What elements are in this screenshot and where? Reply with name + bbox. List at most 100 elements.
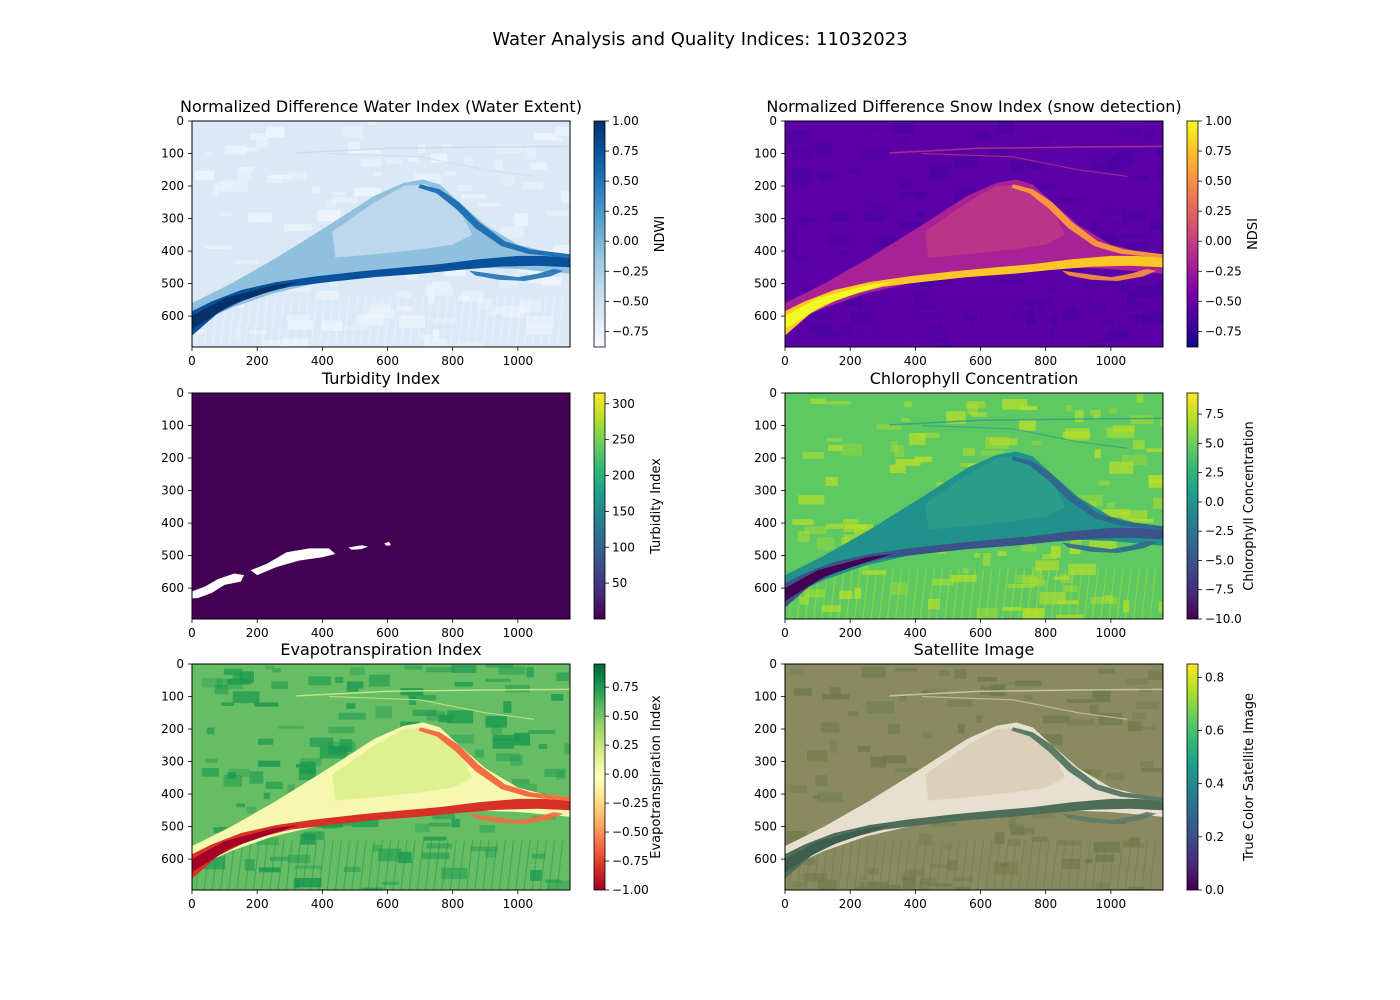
field-stripe bbox=[236, 297, 244, 347]
texture-patch bbox=[895, 139, 908, 144]
texture-patch bbox=[205, 758, 218, 763]
texture-patch bbox=[206, 151, 214, 156]
texture-patch bbox=[303, 831, 325, 840]
texture-patch bbox=[1065, 266, 1081, 278]
texture-patch bbox=[1049, 281, 1057, 293]
texture-patch bbox=[498, 666, 526, 675]
colorbar-tick-label: 0.50 bbox=[612, 709, 639, 723]
y-tick-label: 400 bbox=[754, 787, 777, 801]
field-stripe bbox=[895, 297, 903, 347]
texture-patch bbox=[895, 459, 921, 466]
field-stripe bbox=[261, 297, 269, 347]
texture-patch bbox=[427, 287, 454, 297]
colorbar-tick-label: 0.0 bbox=[1205, 495, 1224, 509]
texture-patch bbox=[800, 596, 809, 605]
texture-patch bbox=[791, 168, 812, 180]
texture-patch bbox=[265, 665, 274, 670]
river-deep-section bbox=[785, 282, 893, 330]
field-stripe bbox=[1149, 297, 1157, 347]
texture-patch bbox=[1125, 242, 1148, 251]
y-tick-label: 0 bbox=[769, 386, 777, 400]
texture-patch bbox=[532, 853, 546, 859]
y-tick-label: 600 bbox=[754, 309, 777, 323]
river-deep-section bbox=[785, 825, 893, 873]
texture-patch bbox=[339, 739, 353, 752]
field-stripe bbox=[1042, 569, 1050, 619]
y-tick-label: 500 bbox=[754, 549, 777, 563]
field-stripe bbox=[556, 297, 564, 347]
texture-patch bbox=[1108, 407, 1118, 414]
texture-patch bbox=[1060, 574, 1073, 583]
texture-patch bbox=[415, 823, 430, 833]
texture-patch bbox=[354, 187, 381, 197]
colorbar-tick-label: −0.75 bbox=[1205, 324, 1242, 338]
texture-patch bbox=[526, 667, 534, 678]
texture-patch bbox=[503, 701, 512, 713]
texture-patch bbox=[396, 306, 413, 312]
field-stripe bbox=[993, 297, 1001, 347]
field-stripe bbox=[1018, 569, 1026, 619]
field-stripe bbox=[269, 297, 277, 347]
field-stripe bbox=[919, 569, 927, 619]
texture-patch bbox=[328, 745, 349, 756]
texture-patch bbox=[438, 714, 453, 723]
x-tick-label: 1000 bbox=[503, 354, 534, 368]
y-tick-label: 200 bbox=[161, 451, 184, 465]
field-stripe bbox=[425, 297, 433, 347]
field-stripe bbox=[1018, 297, 1026, 347]
texture-patch bbox=[1057, 840, 1081, 846]
texture-patch bbox=[431, 153, 448, 163]
texture-patch bbox=[492, 738, 514, 749]
texture-patch bbox=[1154, 311, 1163, 325]
texture-patch bbox=[1074, 410, 1084, 423]
texture-patch bbox=[254, 702, 279, 707]
texture-patch bbox=[544, 768, 566, 778]
texture-patch bbox=[538, 743, 548, 749]
texture-patch bbox=[1128, 726, 1156, 730]
colorbar bbox=[1186, 663, 1199, 891]
field-stripe bbox=[498, 840, 506, 890]
field-stripe bbox=[960, 569, 968, 619]
road-line bbox=[921, 424, 1128, 449]
colorbar-tick-label: −0.25 bbox=[1205, 264, 1242, 278]
texture-patch bbox=[491, 725, 503, 735]
field-stripe bbox=[457, 840, 465, 890]
texture-patch bbox=[511, 779, 530, 784]
field-stripe bbox=[490, 840, 498, 890]
y-tick-label: 400 bbox=[161, 516, 184, 530]
texture-patch bbox=[485, 849, 497, 858]
texture-patch bbox=[1066, 719, 1094, 726]
field-stripe bbox=[1001, 840, 1009, 890]
texture-patch bbox=[368, 121, 377, 126]
river-channel bbox=[785, 527, 1163, 608]
texture-patch bbox=[1007, 584, 1035, 588]
texture-patch bbox=[947, 699, 973, 707]
field-stripe bbox=[952, 840, 960, 890]
texture-patch bbox=[1093, 221, 1104, 226]
nodata-region bbox=[348, 545, 368, 550]
colorbar-tick-label: 0.8 bbox=[1205, 670, 1224, 684]
colorbar-tick-label: 250 bbox=[612, 433, 635, 447]
texture-patch bbox=[828, 445, 843, 452]
colorbar-tick-label: 300 bbox=[612, 397, 635, 411]
side-channel bbox=[1011, 184, 1163, 259]
field-stripe bbox=[911, 297, 919, 347]
texture-patch bbox=[236, 803, 246, 808]
x-tick-label: 0 bbox=[781, 354, 789, 368]
texture-patch bbox=[960, 463, 980, 467]
texture-patch bbox=[312, 186, 320, 194]
field-stripe bbox=[548, 840, 556, 890]
texture-patch bbox=[308, 676, 331, 686]
texture-patch bbox=[316, 291, 340, 300]
texture-patch bbox=[408, 695, 437, 701]
texture-patch bbox=[870, 756, 887, 768]
texture-patch bbox=[375, 706, 392, 719]
texture-patch bbox=[494, 306, 502, 314]
braided-channel bbox=[1062, 812, 1157, 824]
texture-patch bbox=[530, 870, 542, 881]
field-stripe bbox=[985, 297, 993, 347]
texture-patch bbox=[925, 326, 946, 337]
texture-patch bbox=[832, 211, 850, 222]
texture-patch bbox=[547, 134, 559, 139]
texture-patch bbox=[872, 235, 895, 247]
